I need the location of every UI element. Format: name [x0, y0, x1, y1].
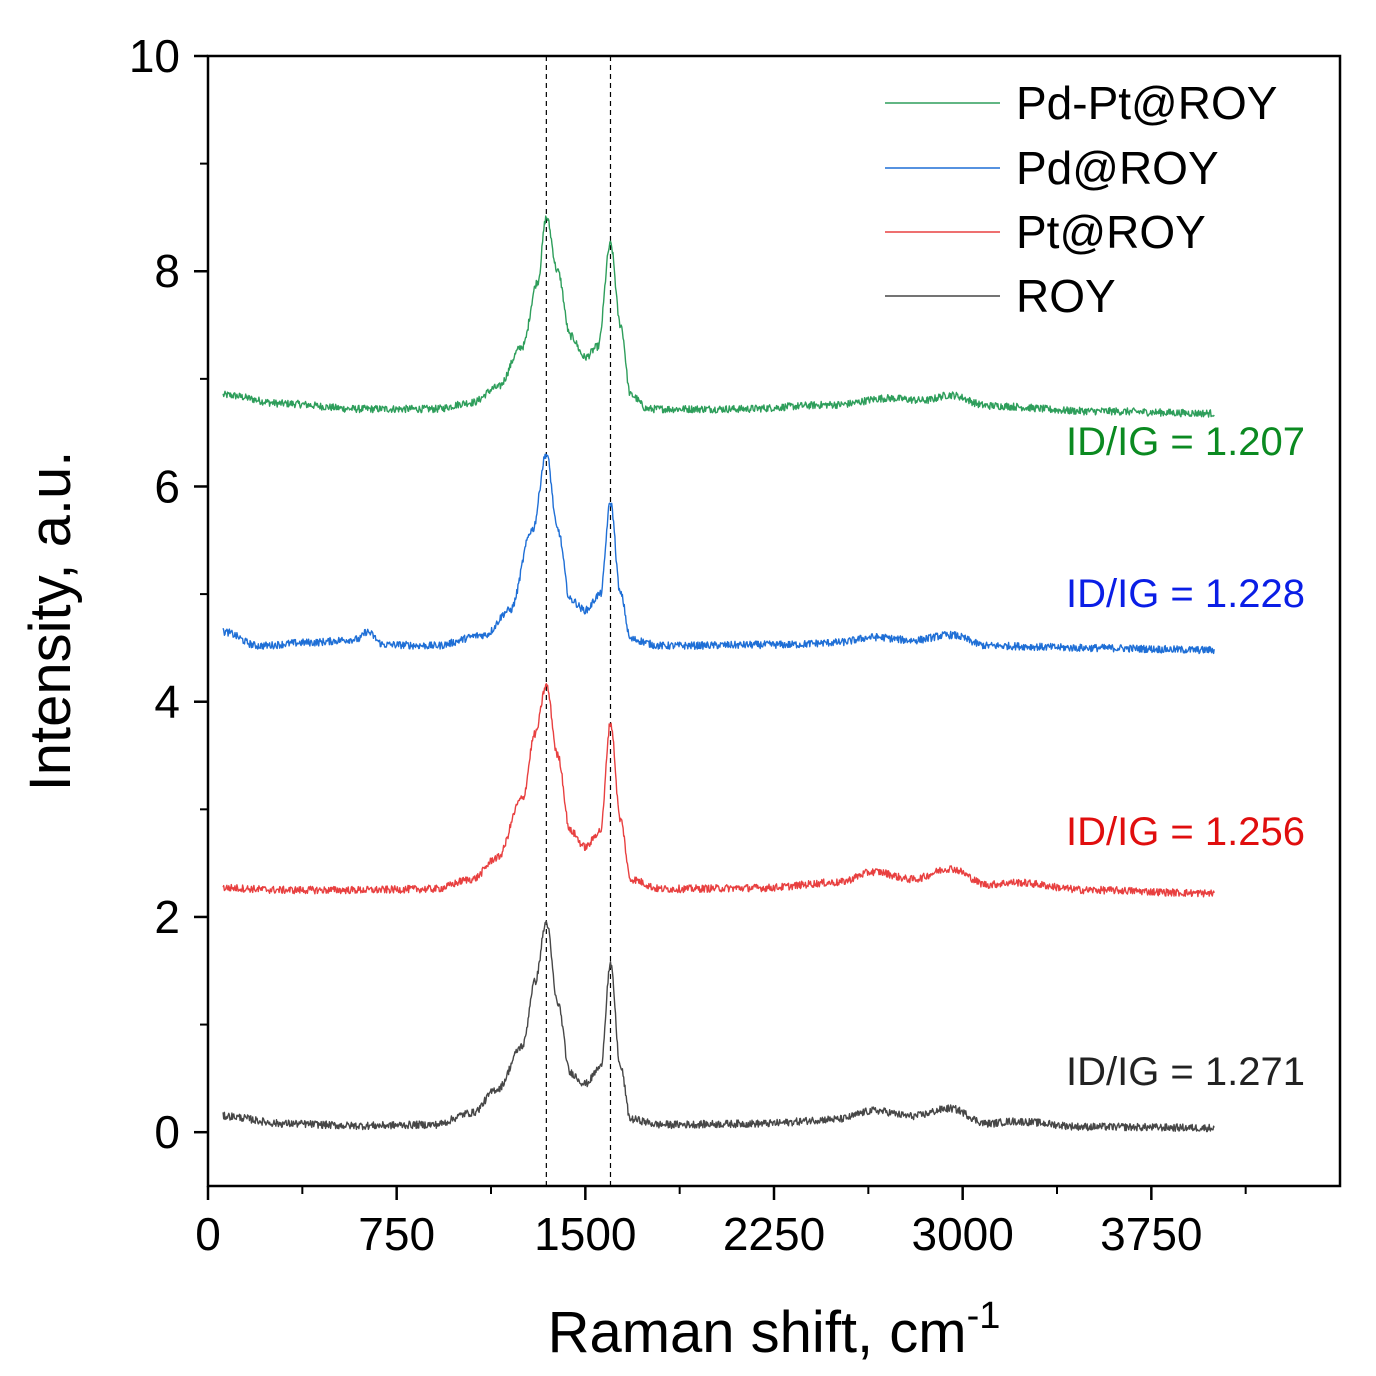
- plot-layer: ID/IG = 1.207 ID/IG = 1.228 ID/IG = 1.256 I…: [222, 56, 1305, 1186]
- axes-layer: 0 750 1500 2250 3000 3750 0 2 4 6 8 10: [129, 30, 1247, 1260]
- x-tick-label: 0: [195, 1208, 221, 1260]
- idig-annotation-pd-roy: ID/IG = 1.228: [1066, 572, 1305, 616]
- x-axis-label-superscript: -1: [967, 1295, 1001, 1337]
- x-axis-label: Raman shift, cm-1: [548, 1295, 1001, 1365]
- idig-annotation-pt-roy: ID/IG = 1.256: [1066, 810, 1305, 854]
- x-axis-label-main: Raman shift, cm: [548, 1300, 967, 1365]
- x-tick-label: 750: [358, 1208, 435, 1260]
- y-axis-label: Intensity, a.u.: [18, 451, 83, 792]
- series-line-pd-pt-roy: [222, 215, 1215, 418]
- series-line-roy: [222, 920, 1215, 1133]
- x-tick-label: 3000: [911, 1208, 1013, 1260]
- legend: Pd-Pt@ROY Pd@ROY Pt@ROY ROY: [885, 77, 1277, 322]
- legend-label-roy: ROY: [1016, 270, 1116, 322]
- x-tick-label: 3750: [1100, 1208, 1202, 1260]
- legend-label-pd-roy: Pd@ROY: [1016, 142, 1219, 194]
- series-line-pd-roy: [222, 453, 1215, 655]
- y-tick-label: 2: [154, 891, 180, 943]
- y-tick-label: 8: [154, 245, 180, 297]
- legend-label-pd-pt-roy: Pd-Pt@ROY: [1016, 77, 1277, 129]
- y-tick-label: 4: [154, 676, 180, 728]
- y-tick-label: 10: [129, 30, 180, 82]
- y-tick-label: 6: [154, 460, 180, 512]
- series-line-pt-roy: [222, 683, 1215, 898]
- legend-label-pt-roy: Pt@ROY: [1016, 206, 1206, 258]
- x-tick-label: 2250: [723, 1208, 825, 1260]
- idig-annotation-pd-pt-roy: ID/IG = 1.207: [1066, 420, 1305, 464]
- idig-annotation-roy: ID/IG = 1.271: [1066, 1050, 1305, 1094]
- y-tick-label: 0: [154, 1106, 180, 1158]
- x-tick-label: 1500: [534, 1208, 636, 1260]
